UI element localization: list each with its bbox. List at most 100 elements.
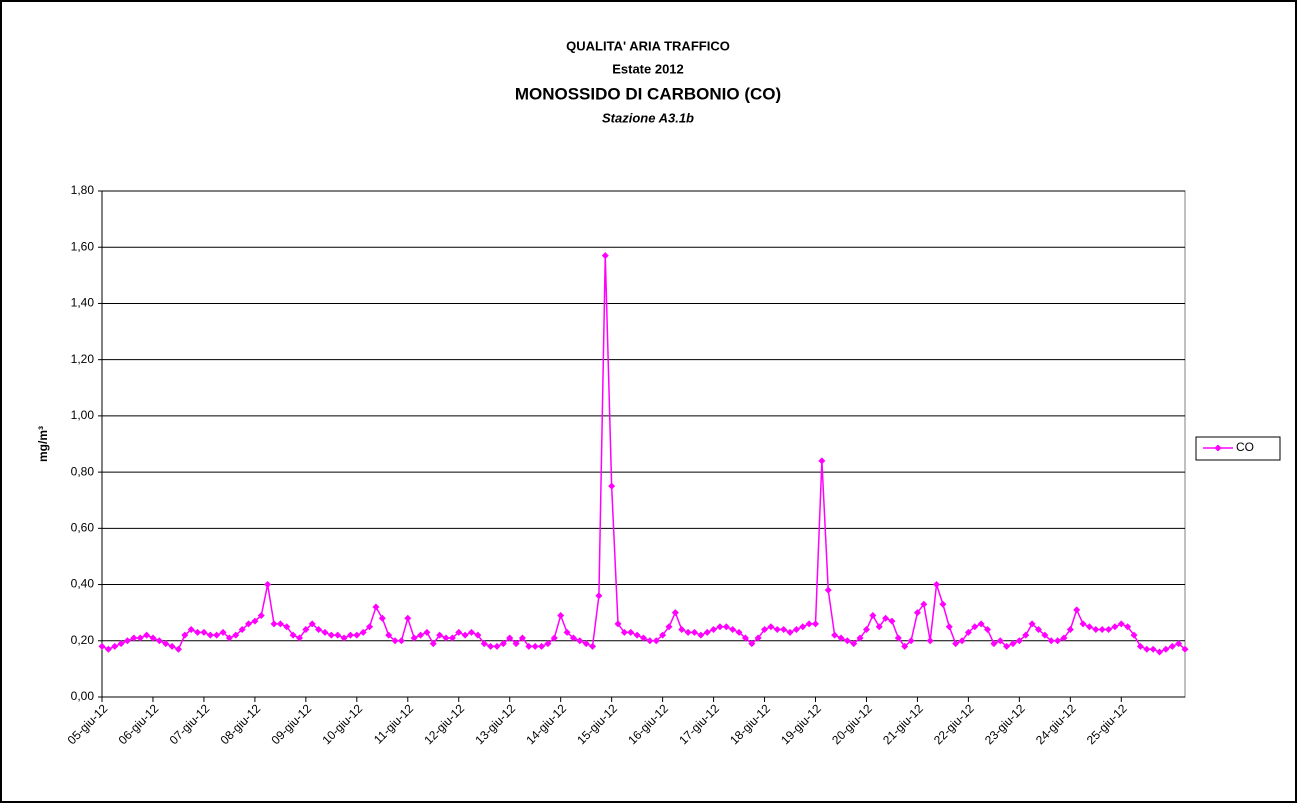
data-point [518,634,526,642]
data-point [933,581,941,589]
data-point [862,626,870,634]
data-point [824,586,832,594]
data-point [875,623,883,631]
data-point [512,640,520,648]
y-tick-label: 1,40 [71,296,95,310]
y-tick-label: 0,60 [71,521,95,535]
data-point [321,628,329,636]
data-point [404,614,412,622]
data-point [1041,631,1049,639]
data-point [238,626,246,634]
data-point [678,626,686,634]
data-point [697,631,705,639]
data-point [117,640,125,648]
data-point [627,628,635,636]
data-point [487,642,495,650]
data-point [245,620,253,628]
data-point [219,628,227,636]
data-point [722,623,730,631]
data-point [818,457,826,465]
data-point [1162,645,1170,653]
data-point [194,628,202,636]
legend-box [1195,436,1281,461]
data-point [671,609,679,617]
data-point [805,620,813,628]
data-point [448,634,456,642]
data-point [958,637,966,645]
data-point [378,614,386,622]
data-point [952,640,960,648]
data-point [652,637,660,645]
data-point [257,611,265,619]
data-point [544,640,552,648]
data-point [98,642,106,650]
data-point [729,626,737,634]
data-point [429,640,437,648]
data-point [1079,620,1087,628]
y-tick-label: 1,20 [71,352,95,366]
y-axis-label: mg/m³ [36,426,50,462]
data-point [327,631,335,639]
data-point [308,620,316,628]
data-point [136,634,144,642]
y-tick-label: 1,60 [71,239,95,253]
data-point [1117,620,1125,628]
data-point [423,628,431,636]
data-point [1054,637,1062,645]
data-point [436,631,444,639]
data-point [703,628,711,636]
data-point [391,637,399,645]
data-point [767,623,775,631]
data-point [187,626,195,634]
data-point [538,642,546,650]
data-point [455,628,463,636]
data-point [366,623,374,631]
chart-title: QUALITA' ARIA TRAFFICO [566,38,730,53]
data-point [761,626,769,634]
data-point [754,634,762,642]
data-point [225,634,233,642]
data-point [882,614,890,622]
data-point [850,640,858,648]
data-point [1143,645,1151,653]
data-point [334,631,342,639]
data-point [467,628,475,636]
data-point [480,640,488,648]
legend-label: CO [1236,440,1254,454]
data-point [206,631,214,639]
data-point [589,642,597,650]
data-point [659,631,667,639]
data-point [410,634,418,642]
legend-marker [1214,444,1222,452]
data-point [710,626,718,634]
data-point [232,631,240,639]
data-point [1149,645,1157,653]
data-point [608,482,616,490]
data-point [499,640,507,648]
data-point [1098,626,1106,634]
data-point [251,617,259,625]
data-point [665,623,673,631]
data-point [856,634,864,642]
data-point [888,617,896,625]
data-point [843,637,851,645]
data-point [1130,631,1138,639]
data-point [1066,626,1074,634]
data-point [786,628,794,636]
data-point [531,642,539,650]
data-point [270,620,278,628]
data-point [1022,631,1030,639]
data-point [837,634,845,642]
data-point [1092,626,1100,634]
data-point [831,631,839,639]
data-point [340,634,348,642]
data-point [295,634,303,642]
data-point [1003,642,1011,650]
data-point [162,640,170,648]
y-tick-label: 0,00 [71,689,95,703]
data-point [104,645,112,653]
data-point [130,634,138,642]
data-point [1175,640,1183,648]
data-point [907,637,915,645]
